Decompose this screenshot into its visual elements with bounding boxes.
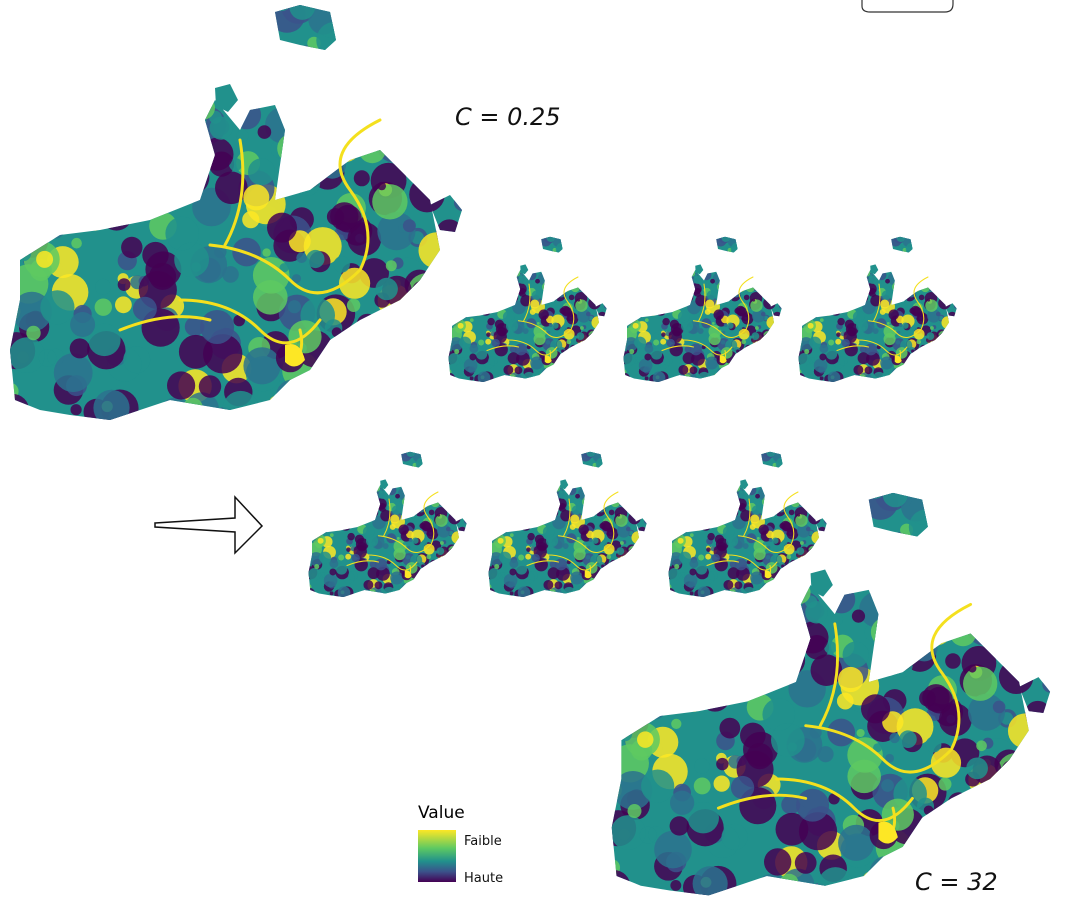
map-small (304, 445, 475, 602)
label-c-small: C = 0.25 (455, 103, 561, 131)
map-small (619, 230, 790, 387)
button-outline (861, 0, 954, 13)
map-large-top (0, 0, 484, 434)
map-small (444, 230, 615, 387)
map-large-bottom (598, 474, 1071, 909)
arrow (154, 495, 264, 555)
map-small (794, 230, 965, 387)
map-small (484, 445, 655, 602)
legend-low: Faible (464, 834, 502, 849)
label-c-large: C = 32 (915, 868, 998, 896)
legend-ramp (418, 830, 456, 882)
map-small (664, 445, 835, 602)
legend-high: Haute (464, 871, 503, 886)
legend-title: Value (418, 803, 465, 823)
